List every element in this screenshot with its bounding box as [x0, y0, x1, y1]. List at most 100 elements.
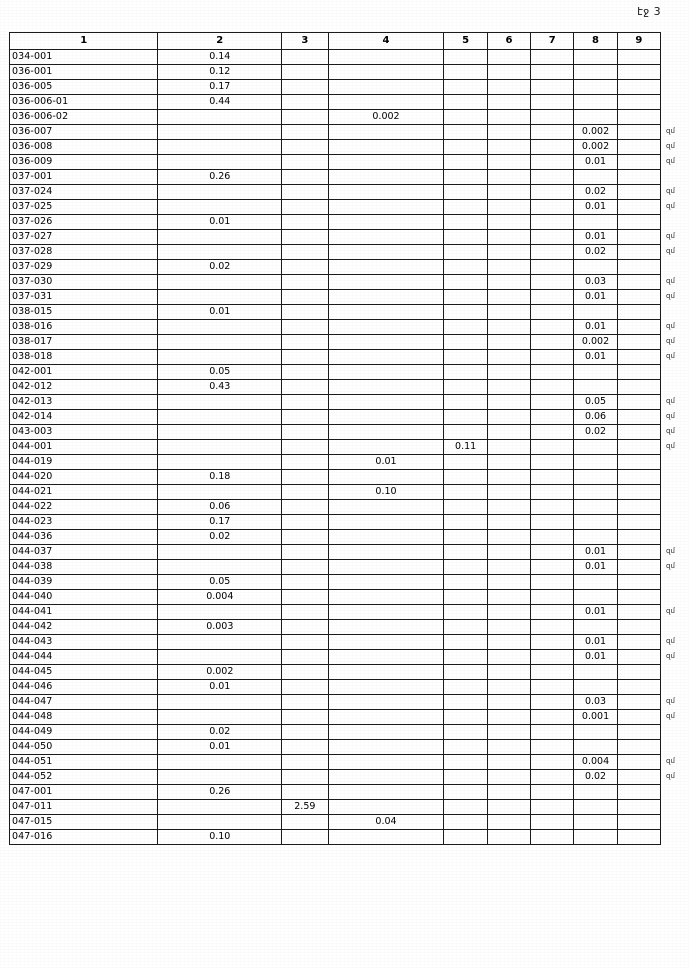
area-value-cell-col7 [530, 814, 575, 830]
area-value-cell-col9 [616, 634, 662, 650]
area-value-cell-col7 [530, 244, 575, 260]
parcel-code-cell: 044-047 [8, 694, 159, 710]
margin-note [664, 364, 689, 379]
parcel-code-cell: 044-043 [8, 634, 159, 650]
area-value-cell-col4 [327, 319, 445, 335]
area-value-cell-col6 [486, 589, 532, 605]
area-value-cell-col9 [616, 709, 662, 725]
area-value-cell-col9 [616, 724, 662, 740]
area-value-cell-col7 [530, 64, 575, 80]
area-value-cell-col7 [530, 154, 575, 170]
area-value-cell-col4 [327, 754, 445, 770]
parcel-code-cell: 044-049 [8, 724, 159, 740]
area-value-cell-col2: 0.05 [157, 364, 283, 380]
parcel-code-cell: 044-042 [8, 619, 159, 635]
area-value-cell-col2: 0.05 [157, 574, 283, 590]
parcel-code-cell: 042-012 [8, 379, 159, 395]
area-value-cell-col2: 0.02 [157, 259, 283, 275]
area-value-cell-col8: 0.01 [573, 319, 618, 335]
area-value-cell-col8 [573, 259, 618, 275]
area-value-cell-col3 [281, 154, 329, 170]
area-value-cell-col5 [443, 634, 488, 650]
area-value-cell-col9 [616, 454, 662, 470]
area-value-cell-col5 [443, 349, 488, 365]
parcel-code-cell: 037-001 [8, 169, 159, 185]
area-value-cell-col2 [157, 349, 283, 365]
area-value-cell-col2 [157, 199, 283, 215]
area-value-cell-col9 [616, 769, 662, 785]
area-value-cell-col7 [530, 364, 575, 380]
area-value-cell-col8 [573, 64, 618, 80]
area-value-cell-col6 [486, 319, 532, 335]
parcel-code-cell: 044-022 [8, 499, 159, 515]
area-value-cell-col8 [573, 454, 618, 470]
area-value-cell-col4 [327, 664, 445, 680]
area-value-cell-col7 [530, 439, 575, 455]
area-value-cell-col5 [443, 799, 488, 815]
area-value-cell-col6 [486, 499, 532, 515]
margin-note: զմ [666, 127, 675, 135]
area-value-cell-col5 [443, 154, 488, 170]
parcel-code-cell: 036-007 [8, 124, 159, 140]
area-value-cell-col4 [327, 499, 445, 515]
parcel-code-cell: 037-031 [8, 289, 159, 305]
margin-note [664, 484, 689, 499]
margin-note [664, 499, 689, 514]
area-value-cell-col9 [616, 94, 662, 110]
area-value-cell-col6 [486, 49, 532, 65]
area-value-cell-col2 [157, 439, 283, 455]
area-value-cell-col6 [486, 544, 532, 560]
area-value-cell-col2: 0.004 [157, 589, 283, 605]
area-value-cell-col6 [486, 664, 532, 680]
area-value-cell-col6 [486, 214, 532, 230]
area-value-cell-col4: 0.002 [327, 109, 445, 125]
area-value-cell-col6 [486, 139, 532, 155]
area-value-cell-col4 [327, 799, 445, 815]
area-value-cell-col5 [443, 514, 488, 530]
area-value-cell-col6 [486, 424, 532, 440]
area-value-cell-col5 [443, 664, 488, 680]
area-value-cell-col6 [486, 439, 532, 455]
area-value-cell-col7 [530, 214, 575, 230]
area-value-cell-col2 [157, 229, 283, 245]
area-value-cell-col4 [327, 124, 445, 140]
margin-note [664, 109, 689, 124]
area-value-cell-col4 [327, 274, 445, 290]
area-value-cell-col9 [616, 544, 662, 560]
parcel-code-cell: 042-001 [8, 364, 159, 380]
column-header-6: 6 [486, 32, 532, 50]
area-value-cell-col7 [530, 469, 575, 485]
area-value-cell-col9 [616, 64, 662, 80]
area-value-cell-col5 [443, 754, 488, 770]
area-value-cell-col8 [573, 169, 618, 185]
area-value-cell-col7 [530, 484, 575, 500]
area-value-cell-col5 [443, 304, 488, 320]
area-value-cell-col2 [157, 649, 283, 665]
margin-note [664, 679, 689, 694]
area-value-cell-col5 [443, 589, 488, 605]
parcel-code-cell: 037-028 [8, 244, 159, 260]
area-value-cell-col7 [530, 529, 575, 545]
area-value-cell-col7 [530, 634, 575, 650]
area-value-cell-col9 [616, 679, 662, 695]
parcel-code-cell: 044-044 [8, 649, 159, 665]
area-value-cell-col7 [530, 79, 575, 95]
area-value-cell-col8: 0.002 [573, 334, 618, 350]
margin-note: զմ [666, 427, 675, 435]
area-value-cell-col3 [281, 709, 329, 725]
margin-note: զմ [666, 142, 675, 150]
margin-note [664, 784, 689, 799]
area-value-cell-col9 [616, 484, 662, 500]
area-value-cell-col5 [443, 829, 488, 845]
column-header-1: 1 [8, 32, 159, 50]
area-value-cell-col5 [443, 784, 488, 800]
area-value-cell-col6 [486, 334, 532, 350]
area-value-cell-col7 [530, 334, 575, 350]
area-value-cell-col4 [327, 469, 445, 485]
